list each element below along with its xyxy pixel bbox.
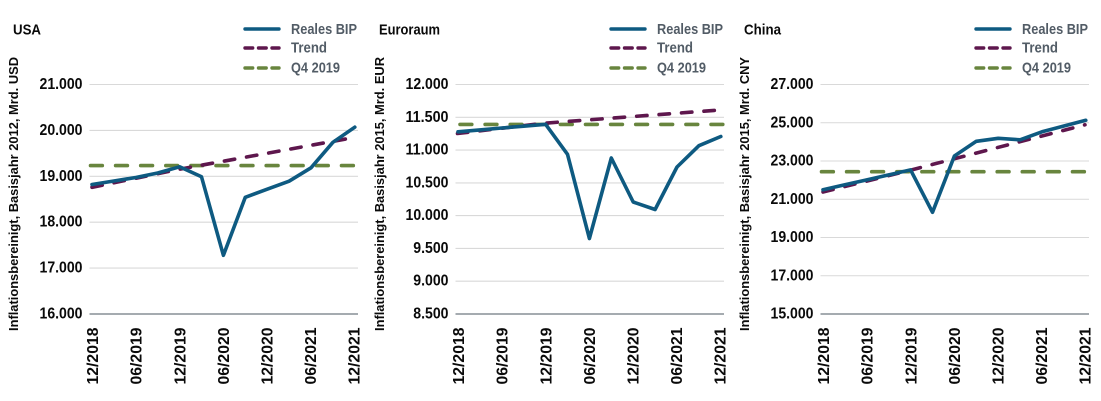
svg-text:Trend: Trend	[1022, 40, 1058, 57]
svg-text:11.000: 11.000	[406, 142, 449, 159]
svg-text:8.500: 8.500	[413, 306, 448, 323]
svg-text:06/2021: 06/2021	[303, 327, 320, 384]
svg-text:12/2018: 12/2018	[451, 327, 468, 384]
svg-text:Reales BIP: Reales BIP	[657, 21, 723, 38]
svg-text:06/2020: 06/2020	[582, 328, 599, 385]
svg-text:06/2019: 06/2019	[495, 327, 512, 384]
svg-text:12/2018: 12/2018	[85, 327, 102, 384]
svg-text:China: China	[744, 22, 782, 39]
svg-text:12/2020: 12/2020	[626, 328, 643, 385]
svg-text:Reales BIP: Reales BIP	[1022, 21, 1088, 38]
svg-text:12/2019: 12/2019	[172, 327, 189, 384]
svg-text:15.000: 15.000	[771, 306, 814, 323]
svg-text:23.000: 23.000	[771, 153, 814, 170]
svg-text:12/2021: 12/2021	[347, 327, 364, 384]
svg-text:12/2020: 12/2020	[260, 328, 277, 385]
svg-text:19.000: 19.000	[40, 168, 83, 185]
svg-text:06/2019: 06/2019	[860, 327, 877, 384]
svg-text:17.000: 17.000	[771, 267, 814, 284]
svg-text:Inflationsbereinigt, Basisjahr: Inflationsbereinigt, Basisjahr 2012, Mrd…	[6, 57, 21, 331]
svg-text:9.000: 9.000	[413, 273, 448, 290]
svg-text:Euroraum: Euroraum	[379, 22, 440, 39]
svg-text:21.000: 21.000	[771, 191, 814, 208]
svg-text:25.000: 25.000	[771, 114, 814, 131]
svg-text:06/2021: 06/2021	[669, 327, 686, 384]
svg-text:12/2019: 12/2019	[903, 327, 920, 384]
svg-text:Q4 2019: Q4 2019	[1022, 60, 1071, 77]
svg-text:9.500: 9.500	[413, 240, 448, 257]
svg-text:10.500: 10.500	[406, 174, 449, 191]
svg-text:18.000: 18.000	[40, 214, 83, 231]
svg-text:21.000: 21.000	[40, 76, 83, 93]
svg-text:06/2019: 06/2019	[129, 327, 146, 384]
svg-text:12.000: 12.000	[406, 76, 449, 93]
svg-text:16.000: 16.000	[40, 306, 83, 323]
svg-text:17.000: 17.000	[40, 260, 83, 277]
svg-text:12/2019: 12/2019	[538, 327, 555, 384]
svg-text:06/2021: 06/2021	[1034, 327, 1051, 384]
svg-text:06/2020: 06/2020	[947, 328, 964, 385]
svg-text:Inflationsbereinigt, Basisjahr: Inflationsbereinigt, Basisjahr 2015, Mrd…	[737, 57, 752, 331]
svg-text:11.500: 11.500	[406, 109, 449, 126]
svg-text:06/2020: 06/2020	[216, 328, 233, 385]
svg-text:12/2018: 12/2018	[816, 327, 833, 384]
svg-text:Inflationsbereinigt, Basisjahr: Inflationsbereinigt, Basisjahr 2015, Mrd…	[372, 56, 387, 331]
svg-text:Reales BIP: Reales BIP	[291, 21, 357, 38]
svg-text:12/2021: 12/2021	[713, 327, 730, 384]
svg-text:Q4 2019: Q4 2019	[291, 60, 340, 77]
svg-text:Q4 2019: Q4 2019	[657, 60, 706, 77]
svg-text:27.000: 27.000	[771, 76, 814, 93]
svg-text:20.000: 20.000	[40, 122, 83, 139]
svg-text:USA: USA	[13, 22, 41, 39]
svg-text:19.000: 19.000	[771, 229, 814, 246]
svg-text:Trend: Trend	[657, 40, 693, 57]
svg-text:12/2021: 12/2021	[1078, 327, 1095, 384]
svg-text:12/2020: 12/2020	[991, 328, 1008, 385]
svg-text:Trend: Trend	[291, 40, 327, 57]
svg-text:10.000: 10.000	[406, 207, 449, 224]
